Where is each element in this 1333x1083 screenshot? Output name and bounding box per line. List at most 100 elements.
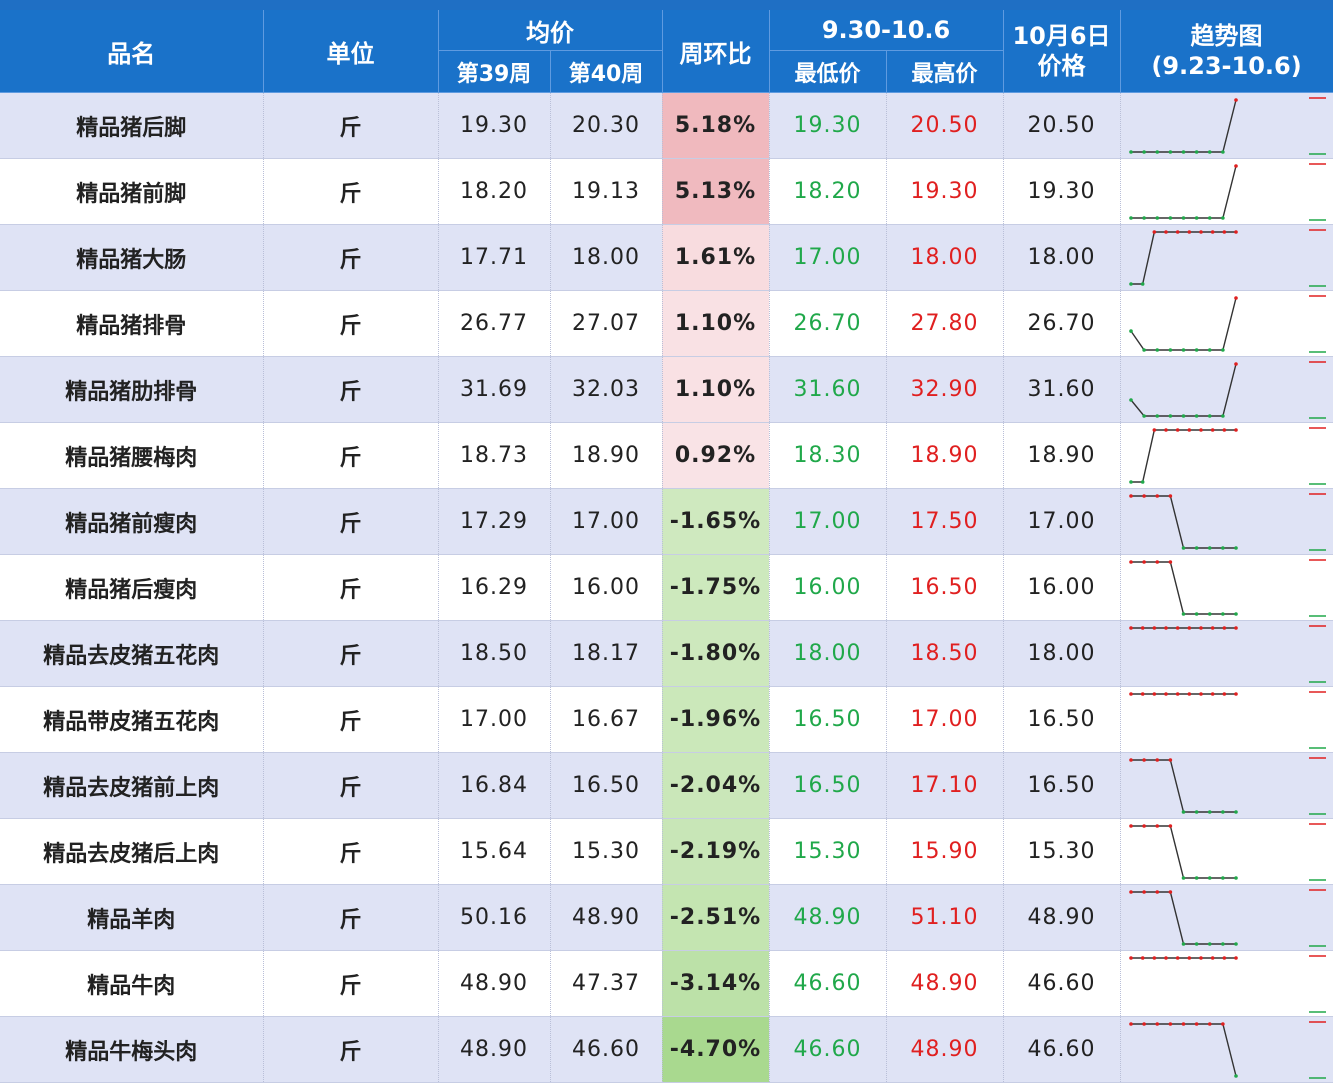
trend-point [1154, 347, 1159, 352]
trend-point [1128, 889, 1133, 894]
trend-point [1233, 229, 1238, 234]
trend-point [1154, 559, 1159, 564]
wow-cell: -2.19% [662, 818, 770, 885]
oct6-price-cell: 16.00 [1003, 554, 1121, 621]
name-cell: 精品猪大肠 [0, 224, 264, 291]
trend-point [1128, 691, 1133, 696]
wk39-cell: 18.73 [438, 422, 551, 489]
trend-line [1130, 758, 1236, 813]
trend-point [1154, 149, 1159, 154]
trend-point [1154, 493, 1159, 498]
trend-point [1181, 347, 1185, 352]
wow-cell: 1.10% [662, 356, 770, 423]
trend-point [1187, 625, 1191, 630]
wow-cell: -3.14% [662, 950, 770, 1017]
trend-line [1130, 824, 1236, 879]
table-row: 精品猪肋排骨斤 31.69 32.03 1.10% 31.60 32.90 31.60 [0, 356, 1333, 423]
wow-cell: 5.18% [662, 92, 770, 159]
header-trend: 趋势图 (9.23-10.6) [1120, 10, 1333, 93]
trend-point [1220, 1021, 1225, 1026]
header-name: 品名 [0, 10, 264, 93]
trend-point [1220, 149, 1225, 154]
trend-point [1168, 149, 1172, 154]
trend-sparkline [1128, 756, 1326, 815]
oct6-price-cell: 18.00 [1003, 224, 1121, 291]
trend-point [1141, 823, 1146, 828]
trend-point [1141, 215, 1146, 220]
trend-point [1210, 229, 1214, 234]
low-price-cell: 31.60 [769, 356, 887, 423]
trend-cell [1120, 1016, 1333, 1083]
trend-point [1194, 1021, 1198, 1026]
unit-cell: 斤 [263, 422, 439, 489]
trend-point [1154, 889, 1159, 894]
trend-point [1163, 625, 1168, 630]
wow-cell: 5.13% [662, 158, 770, 225]
unit-cell: 斤 [263, 884, 439, 951]
trend-cell [1120, 686, 1333, 753]
trend-point [1194, 875, 1198, 880]
trend-point [1152, 427, 1156, 432]
trend-point [1163, 427, 1168, 432]
trend-point [1210, 691, 1214, 696]
trend-point [1175, 625, 1179, 630]
oct6-price-cell: 48.90 [1003, 884, 1121, 951]
trend-point [1220, 809, 1225, 814]
name-cell: 精品牛梅头肉 [0, 1016, 264, 1083]
trend-point [1175, 427, 1179, 432]
table-body: 精品猪后脚斤 19.30 20.30 5.18% 19.30 20.50 20.50 精品猪前… [0, 92, 1333, 1083]
trend-point [1220, 611, 1225, 616]
header-unit: 单位 [263, 10, 439, 93]
trend-point [1181, 149, 1185, 154]
wk39-cell: 26.77 [438, 290, 551, 357]
unit-cell: 斤 [263, 686, 439, 753]
name-cell: 精品猪肋排骨 [0, 356, 264, 423]
trend-sparkline [1128, 294, 1326, 353]
trend-line [1130, 165, 1237, 219]
high-price-cell: 18.00 [886, 224, 1004, 291]
oct6-price-cell: 15.30 [1003, 818, 1121, 885]
trend-cell [1120, 224, 1333, 291]
wk39-cell: 17.71 [438, 224, 551, 291]
trend-point [1181, 941, 1185, 946]
trend-point [1233, 361, 1238, 366]
trend-point [1140, 625, 1144, 630]
trend-point [1163, 691, 1168, 696]
low-price-cell: 18.00 [769, 620, 887, 687]
name-cell: 精品羊肉 [0, 884, 264, 951]
trend-point [1187, 427, 1191, 432]
trend-sparkline [1128, 426, 1326, 485]
wk39-cell: 18.50 [438, 620, 551, 687]
trend-point [1141, 149, 1146, 154]
trend-point [1222, 955, 1226, 960]
trend-point [1194, 809, 1198, 814]
trend-point [1152, 955, 1156, 960]
wk40-cell: 32.03 [550, 356, 663, 423]
trend-point [1207, 413, 1212, 418]
name-cell: 精品猪前瘦肉 [0, 488, 264, 555]
trend-point [1141, 347, 1146, 352]
table-row: 精品猪后瘦肉斤 16.29 16.00 -1.75% 16.00 16.50 16.00 [0, 554, 1333, 621]
trend-point [1168, 889, 1172, 894]
unit-cell: 斤 [263, 290, 439, 357]
trend-point [1141, 757, 1146, 762]
price-table: 品名 单位 均价 周环比 9.30-10.6 10月6日 价格 趋势图 (9.2… [0, 10, 1333, 1083]
trend-point [1194, 347, 1198, 352]
table-row: 精品去皮猪前上肉斤 16.84 16.50 -2.04% 16.50 17.10 16.50 [0, 752, 1333, 819]
oct6-price-cell: 31.60 [1003, 356, 1121, 423]
wk40-cell: 17.00 [550, 488, 663, 555]
oct6-price-cell: 16.50 [1003, 752, 1121, 819]
wk40-cell: 15.30 [550, 818, 663, 885]
trend-point [1154, 757, 1159, 762]
name-cell: 精品带皮猪五花肉 [0, 686, 264, 753]
table-row: 精品牛梅头肉斤 48.90 46.60 -4.70% 46.60 48.90 46.60 [0, 1016, 1333, 1083]
trend-sparkline [1128, 558, 1326, 617]
trend-point [1181, 611, 1185, 616]
wk40-cell: 18.00 [550, 224, 663, 291]
name-cell: 精品去皮猪五花肉 [0, 620, 264, 687]
high-price-cell: 48.90 [886, 950, 1004, 1017]
wk39-cell: 17.29 [438, 488, 551, 555]
header-trend-line2: (9.23-10.6) [1151, 52, 1302, 80]
trend-point [1181, 1021, 1185, 1026]
trend-cell [1120, 92, 1333, 159]
